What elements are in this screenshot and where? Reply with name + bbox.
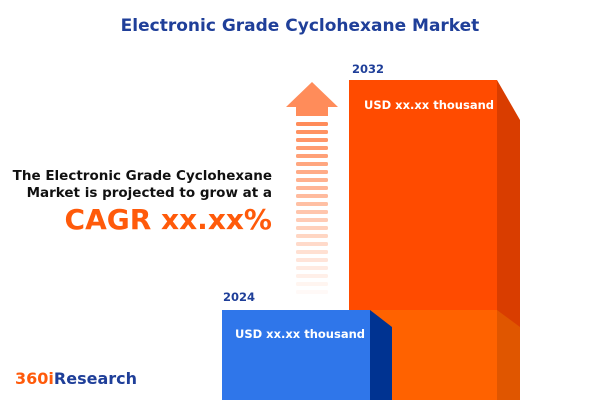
arrow-stripe xyxy=(296,146,328,150)
cagr-value: CAGR xx.xx% xyxy=(64,203,272,236)
arrow-head xyxy=(286,82,338,116)
arrow-stripe xyxy=(296,282,328,286)
description-line-2: Market is projected to grow at a xyxy=(26,185,272,201)
year-label-2032: 2032 xyxy=(352,62,385,76)
arrow-stripe xyxy=(296,170,328,174)
bar-2024-side xyxy=(370,310,392,400)
up-arrow-icon xyxy=(286,82,338,294)
arrow-stripe xyxy=(296,290,328,294)
logo-part-1: 360i xyxy=(15,369,54,388)
arrow-stripe xyxy=(296,258,328,262)
arrow-stripe xyxy=(296,234,328,238)
arrow-stripe xyxy=(296,154,328,158)
bar-2032-lower-side xyxy=(497,310,520,400)
value-label-2032: USD xx.xx thousand xyxy=(364,98,495,112)
arrow-stripe xyxy=(296,138,328,142)
page-title: Electronic Grade Cyclohexane Market xyxy=(120,16,480,36)
arrow-stripe xyxy=(296,226,328,230)
year-label-2024: 2024 xyxy=(223,290,256,304)
arrow-stripe xyxy=(296,218,328,222)
arrow-stripe xyxy=(296,178,328,182)
cagr-description: The Electronic Grade Cyclohexane Market … xyxy=(0,168,272,202)
arrow-stripe xyxy=(296,122,328,126)
arrow-stripe xyxy=(296,242,328,246)
bar-2024 xyxy=(222,310,370,400)
arrow-stripe xyxy=(296,186,328,190)
arrow-stripe xyxy=(296,194,328,198)
arrow-stripe xyxy=(296,210,328,214)
logo-part-2: Research xyxy=(53,369,137,388)
description-line-1: The Electronic Grade Cyclohexane xyxy=(12,168,272,184)
arrow-stripe xyxy=(296,250,328,254)
arrow-stripe xyxy=(296,266,328,270)
arrow-stripe xyxy=(296,130,328,134)
arrow-stripe xyxy=(296,274,328,278)
arrow-stripe xyxy=(296,202,328,206)
arrow-stripe xyxy=(296,162,328,166)
value-label-2024: USD xx.xx thousand xyxy=(235,327,366,341)
logo: 360iResearch xyxy=(15,369,137,388)
